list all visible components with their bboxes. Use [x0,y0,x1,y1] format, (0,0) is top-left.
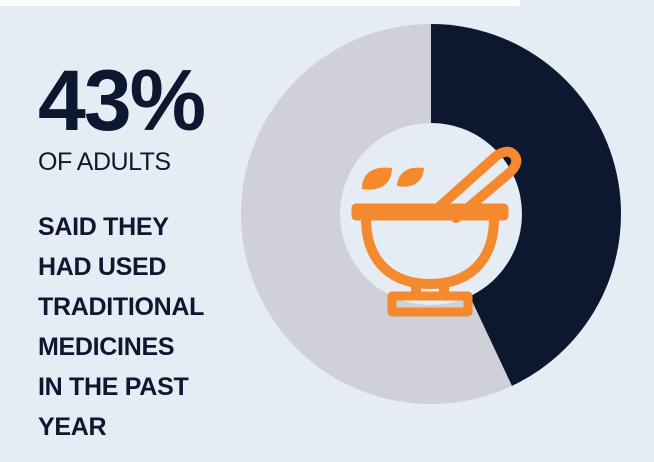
leaf-right [397,167,424,187]
description-line: SAID THEY [38,213,169,241]
bowl-rim [351,203,509,221]
top-strip [0,0,520,6]
description: SAID THEY HAD USED TRADITIONAL MEDICINES… [38,207,253,447]
bowl-body [361,213,499,289]
description-line: HAD USED [38,253,167,281]
leaf-left [362,167,392,190]
description-line: TRADITIONAL [38,293,205,321]
mortar-pestle-icon [351,146,522,317]
headline-percentage: 43% [38,53,206,149]
bowl-base [387,291,473,317]
pie-slice [431,24,622,386]
description-line: MEDICINES [38,333,175,361]
description-line: IN THE PAST [38,373,189,401]
description-line: YEAR [38,413,107,441]
pestle [433,146,522,223]
headline-subtitle: OF ADULTS [38,148,171,176]
stat-text-block: 43% OF ADULTS SAID THEY HAD USED TRADITI… [38,58,253,447]
